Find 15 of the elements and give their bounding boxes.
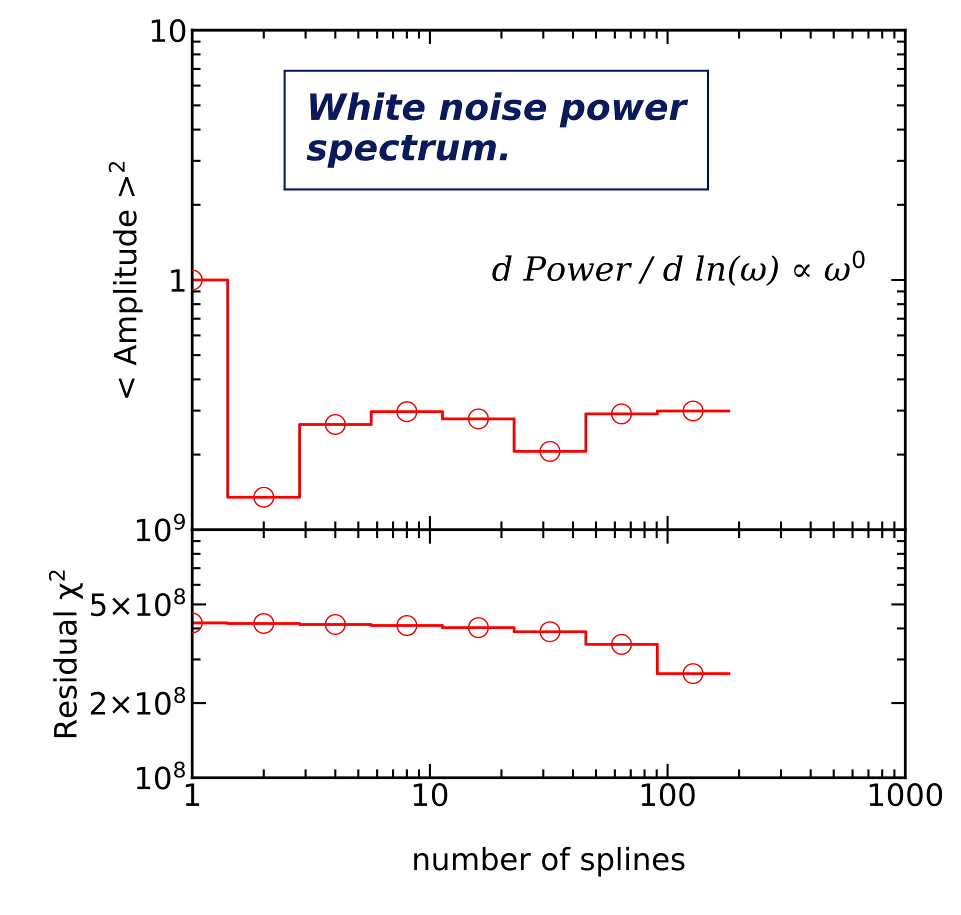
- y-tick-label: 10$^{8}$: [136, 762, 185, 790]
- x-tick-label: 100: [642, 783, 695, 806]
- annotation: d Power / d ln(ω) ∝ ω$^{0}$: [492, 250, 865, 286]
- x-tick-label: 10: [414, 783, 448, 806]
- y-tick-label: 10$^{9}$: [136, 514, 185, 542]
- y-tick-label: 2×10$^{8}$: [90, 686, 186, 715]
- y-tick-label: 1: [171, 269, 185, 292]
- x-tick-label: 1: [186, 784, 200, 806]
- y-axis-title: < Amplitude >$^{2}$: [108, 162, 143, 398]
- y-axis-title: Residual χ$^{2}$: [48, 570, 83, 738]
- y-tick-label: 10: [152, 19, 186, 42]
- x-axis-title: number of splines: [414, 846, 684, 876]
- x-tick-label: 1000: [870, 783, 942, 806]
- annotation: White noise power spectrum.: [306, 92, 688, 168]
- y-tick-label: 5×10$^{8}$: [91, 588, 186, 616]
